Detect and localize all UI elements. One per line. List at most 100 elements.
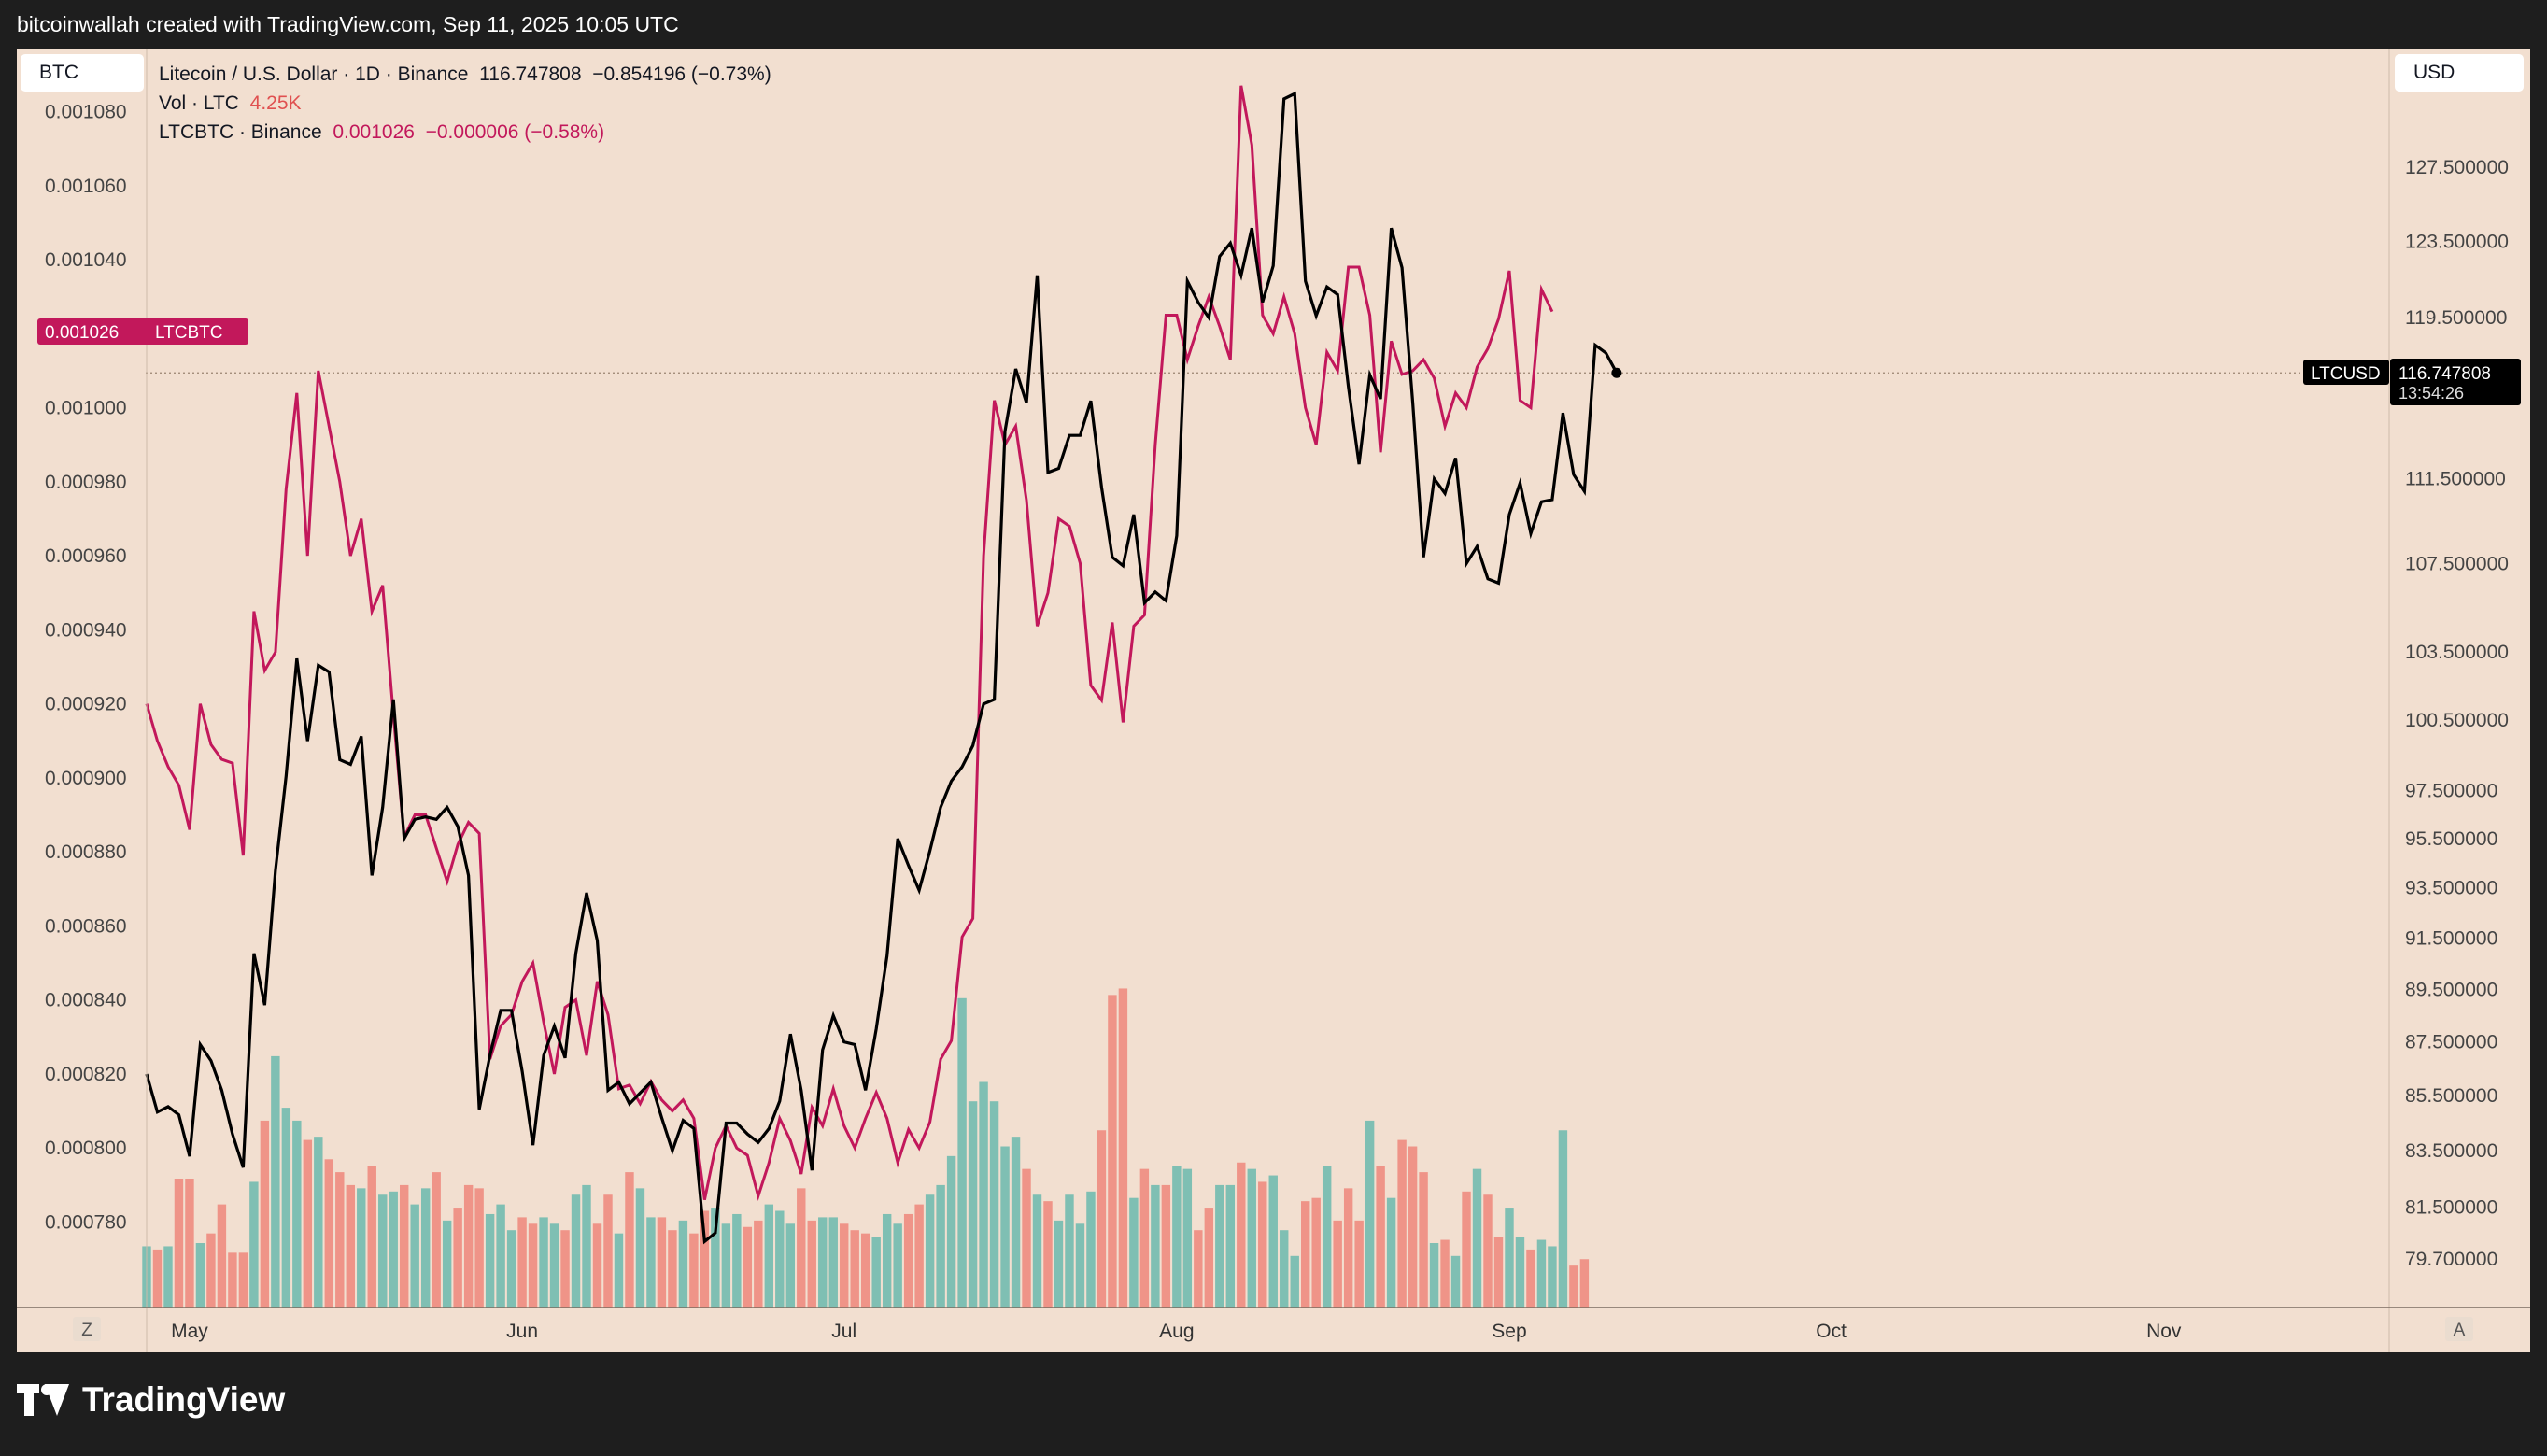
volume-bar	[539, 1217, 548, 1308]
left-axis-tick-label: 0.000860	[45, 915, 127, 937]
volume-bar	[785, 1223, 795, 1308]
volume-bar	[410, 1204, 419, 1308]
volume-bar	[1376, 1166, 1385, 1308]
volume-bar	[1032, 1194, 1042, 1308]
volume-bar	[549, 1223, 559, 1308]
volume-bar	[1569, 1265, 1578, 1308]
right-axis-tick-label: 83.500000	[2405, 1140, 2497, 1162]
right-axis-tick-label: 79.700000	[2405, 1249, 2497, 1270]
volume-bar	[206, 1233, 216, 1308]
a-button[interactable]: A	[2454, 1321, 2466, 1340]
volume-bar	[528, 1223, 538, 1308]
volume-bar	[1300, 1201, 1310, 1308]
volume-bar	[1280, 1230, 1289, 1308]
left-axis-tick-label: 0.000960	[45, 545, 127, 567]
volume-bar	[1097, 1130, 1107, 1308]
volume-bar	[1204, 1208, 1214, 1308]
volume-bar	[1011, 1137, 1021, 1308]
volume-bar	[903, 1213, 913, 1308]
volume-bar	[506, 1230, 516, 1308]
volume-bar	[1515, 1237, 1525, 1308]
left-axis-tick-label: 0.001080	[45, 102, 127, 123]
volume-bar	[1386, 1197, 1396, 1308]
right-axis-tick-label: 87.500000	[2405, 1032, 2497, 1053]
tradingview-brand[interactable]: TradingView	[17, 1380, 285, 1420]
volume-bar	[882, 1213, 892, 1308]
volume-bar	[871, 1237, 881, 1308]
right-axis-tick-label: 89.500000	[2405, 979, 2497, 1000]
volume-bar	[1086, 1191, 1096, 1308]
volume-bar	[1194, 1230, 1203, 1308]
volume-bar	[314, 1137, 323, 1308]
chart-canvas[interactable]: 0.0010800.0010600.0010400.0010200.001000…	[17, 49, 2530, 1352]
ltcusd-tag-value: 116.747808	[2398, 364, 2491, 384]
left-axis-tick-label: 0.000880	[45, 841, 127, 863]
right-axis-tick-label: 111.500000	[2405, 469, 2506, 490]
attribution-text: bitcoinwallah created with TradingView.c…	[17, 12, 679, 36]
attribution-header: bitcoinwallah created with TradingView.c…	[0, 0, 2547, 49]
volume-bar	[1118, 988, 1128, 1308]
volume-bar	[1536, 1239, 1547, 1308]
volume-bar	[195, 1243, 205, 1308]
volume-bar	[1419, 1172, 1428, 1308]
volume-bar	[1054, 1220, 1064, 1308]
volume-bar	[1429, 1243, 1439, 1308]
x-axis-tick-label: Jul	[831, 1321, 856, 1342]
volume-bar	[1526, 1249, 1535, 1308]
btc-scale-label[interactable]: BTC	[39, 62, 78, 83]
legend-volume-row[interactable]: Vol · LTC 4.25K	[159, 89, 771, 118]
a-button-box[interactable]	[2445, 1317, 2473, 1341]
ltcbtc-price-tag	[37, 318, 248, 345]
legend-overlay-row[interactable]: LTCBTC · Binance 0.001026 −0.000006 (−0.…	[159, 118, 771, 147]
volume-bar	[1225, 1184, 1236, 1308]
legend-overlay-value: 0.001026	[333, 121, 415, 143]
volume-bar	[281, 1108, 291, 1308]
volume-bar	[1108, 995, 1117, 1308]
volume-bar	[1139, 1168, 1150, 1308]
volume-bar	[271, 1055, 280, 1308]
z-button-box[interactable]	[73, 1317, 101, 1341]
usd-scale-label[interactable]: USD	[2413, 62, 2455, 83]
x-axis-tick-label: May	[171, 1321, 208, 1342]
legend-overlay-label: LTCBTC · Binance	[159, 121, 322, 143]
volume-bar	[249, 1181, 259, 1308]
volume-bar	[700, 1210, 710, 1308]
ltcusd-series-line	[145, 91, 1619, 1245]
volume-bar	[657, 1217, 667, 1308]
btc-scale-button[interactable]: BTC	[21, 54, 144, 92]
volume-bar	[1182, 1168, 1193, 1308]
legend-main-row[interactable]: Litecoin / U.S. Dollar · 1D · Binance 11…	[159, 60, 771, 89]
volume-bar	[217, 1204, 227, 1308]
volume-bar	[571, 1194, 581, 1308]
left-axis-tick-label: 0.000920	[45, 694, 127, 715]
volume-bar	[1161, 1184, 1171, 1308]
volume-bar	[1548, 1246, 1557, 1308]
volume-bar	[335, 1172, 345, 1308]
volume-bar	[668, 1230, 677, 1308]
volume-bar	[828, 1217, 838, 1308]
volume-bar	[989, 1101, 999, 1308]
volume-bar	[1483, 1194, 1493, 1308]
x-axis-tick-label: Aug	[1159, 1321, 1194, 1342]
last-price-dot	[1611, 367, 1622, 378]
volume-bar	[957, 997, 967, 1308]
volume-bar	[582, 1184, 591, 1308]
volume-bar	[1343, 1188, 1353, 1308]
x-axis-tick-label: Oct	[1816, 1321, 1847, 1342]
volume-bar	[303, 1139, 313, 1308]
x-axis-tick-label: Jun	[506, 1321, 538, 1342]
volume-bar	[1258, 1181, 1267, 1308]
volume-bar	[1408, 1146, 1418, 1308]
z-button[interactable]: Z	[81, 1321, 92, 1340]
brand-text: TradingView	[82, 1380, 286, 1419]
volume-bars	[142, 988, 1590, 1308]
left-axis-ticks: 0.0010800.0010600.0010400.0010200.001000…	[45, 102, 127, 1234]
usd-scale-button[interactable]: USD	[2395, 54, 2524, 92]
right-axis-tick-label: 91.500000	[2405, 927, 2497, 949]
right-axis-tick-label: 95.500000	[2405, 828, 2497, 850]
volume-bar	[1022, 1168, 1031, 1308]
tradingview-logo-icon	[17, 1384, 69, 1416]
volume-bar	[1365, 1120, 1375, 1308]
volume-bar	[1440, 1239, 1450, 1308]
volume-bar	[1151, 1184, 1160, 1308]
